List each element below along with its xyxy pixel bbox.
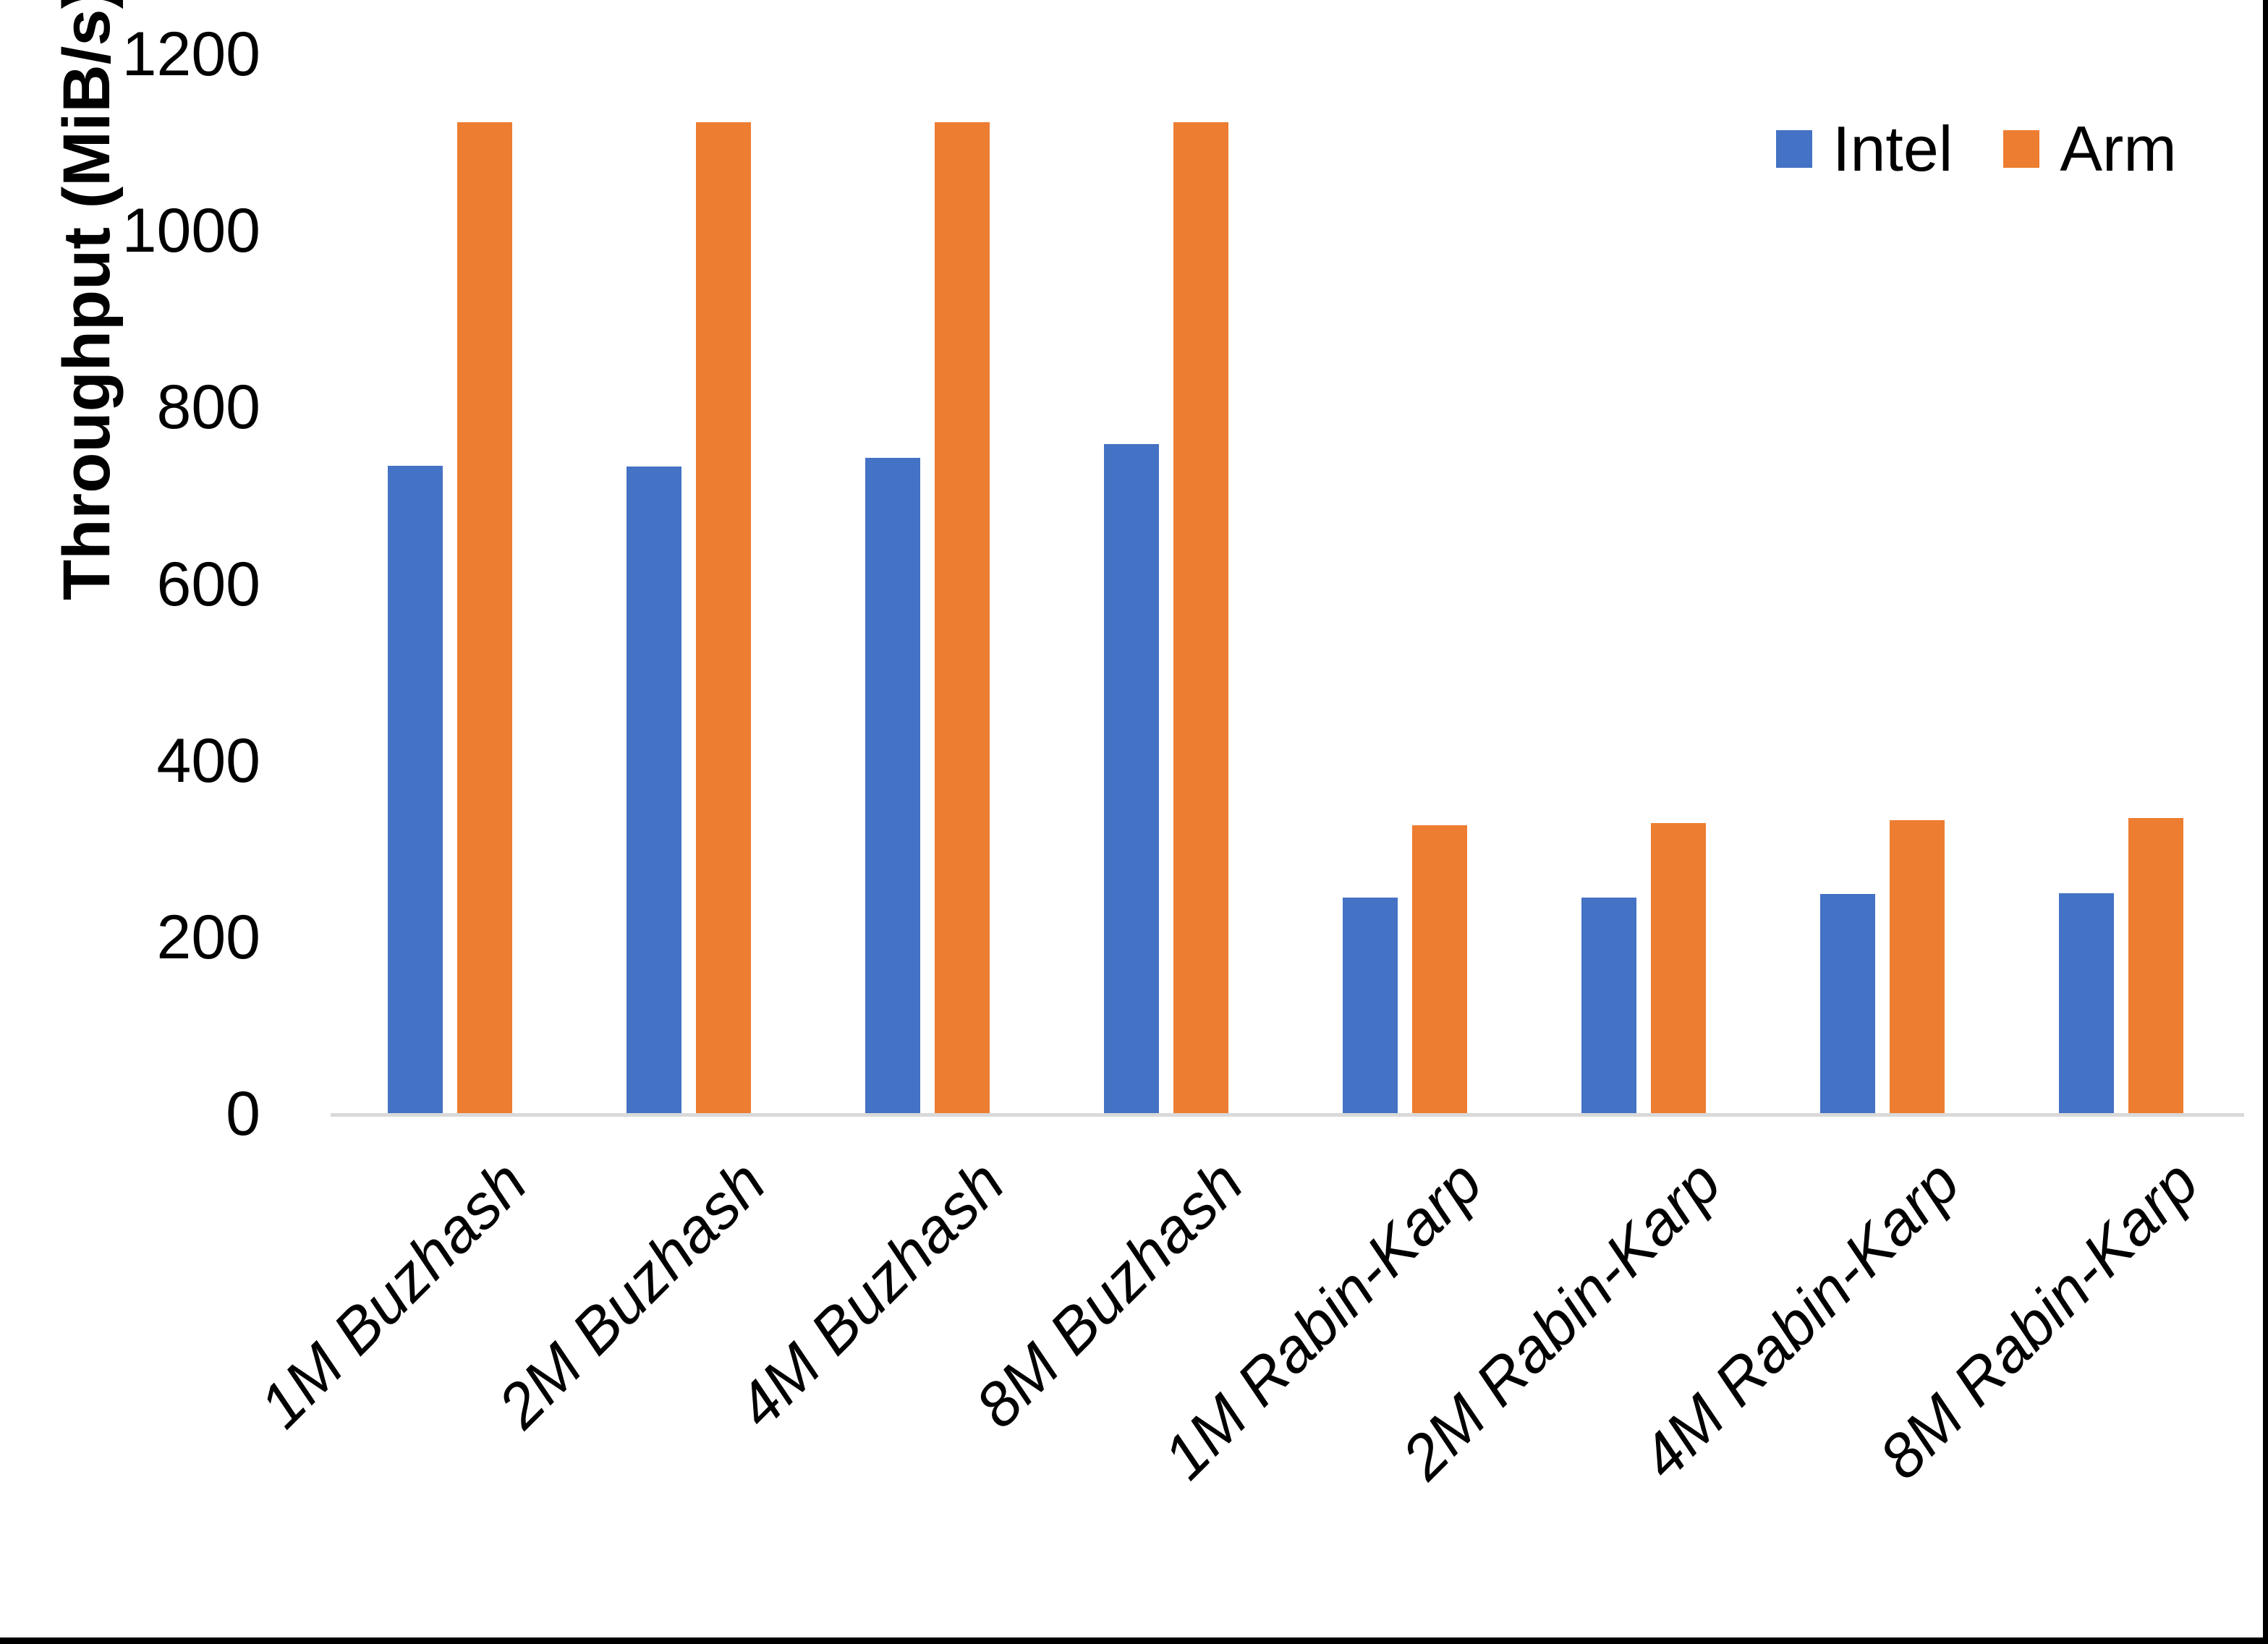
- y-tick-label-800: 800: [156, 372, 261, 443]
- bar-arm-3: [935, 122, 990, 1115]
- legend-item-intel: Intel: [1776, 117, 1953, 181]
- bar-intel-1: [388, 466, 443, 1115]
- bar-intel-7: [1820, 894, 1875, 1115]
- bar-intel-2: [627, 467, 681, 1115]
- legend-swatch-intel: [1776, 130, 1812, 168]
- x-axis-line: [331, 1113, 2244, 1117]
- legend-label-intel: Intel: [1832, 113, 1953, 184]
- bar-arm-2: [696, 122, 751, 1115]
- bar-arm-7: [1890, 820, 1945, 1115]
- bar-arm-1: [457, 122, 512, 1115]
- y-tick-label-600: 600: [156, 549, 261, 619]
- screen-edge-bottom: [0, 1637, 2268, 1644]
- screen-edge-right: [2263, 0, 2268, 1644]
- y-tick-label-1000: 1000: [122, 196, 260, 266]
- bar-intel-5: [1343, 898, 1398, 1115]
- bar-arm-5: [1412, 825, 1467, 1115]
- legend-label-arm: Arm: [2060, 113, 2177, 184]
- bar-arm-8: [2128, 818, 2183, 1115]
- y-tick-label-200: 200: [156, 902, 261, 972]
- bar-intel-8: [2059, 893, 2114, 1115]
- y-tick-label-1200: 1200: [122, 20, 260, 89]
- bar-intel-3: [865, 458, 920, 1115]
- legend: Intel Arm: [1776, 117, 2177, 181]
- bar-intel-6: [1581, 898, 1636, 1115]
- legend-item-arm: Arm: [2003, 113, 2177, 184]
- y-tick-label-400: 400: [156, 725, 261, 796]
- bar-intel-4: [1104, 444, 1159, 1115]
- bar-arm-4: [1173, 122, 1228, 1115]
- legend-swatch-arm: [2003, 130, 2040, 168]
- bar-arm-6: [1651, 823, 1706, 1115]
- y-tick-label-0: 0: [226, 1079, 260, 1149]
